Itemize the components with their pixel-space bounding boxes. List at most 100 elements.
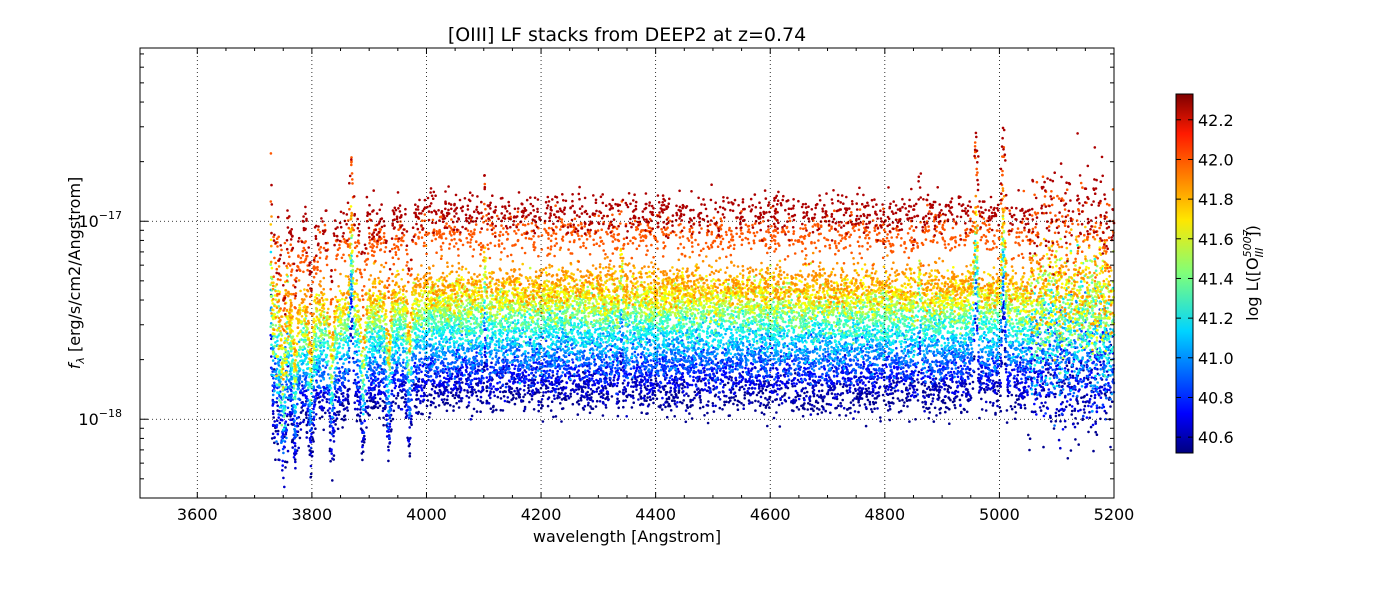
data-point (783, 375, 787, 378)
data-point (848, 386, 852, 390)
data-point (362, 431, 366, 435)
data-point (331, 429, 335, 433)
data-point (475, 351, 478, 354)
data-point (1060, 412, 1064, 416)
data-point (732, 402, 735, 406)
data-point (650, 387, 653, 391)
data-point (422, 394, 425, 398)
data-point (512, 382, 515, 385)
data-point (614, 366, 617, 370)
data-point (374, 384, 378, 387)
data-point (960, 393, 964, 397)
data-point (299, 389, 303, 392)
data-point (891, 379, 895, 382)
data-point (1003, 317, 1007, 320)
data-point (742, 387, 746, 391)
data-point (664, 365, 668, 369)
data-point (754, 399, 757, 403)
data-point (855, 396, 859, 400)
data-point (937, 393, 940, 397)
data-point (917, 381, 920, 384)
data-point (1063, 419, 1067, 423)
data-point (1100, 406, 1104, 410)
data-point (360, 452, 364, 455)
data-point (499, 386, 502, 390)
data-point (286, 406, 290, 410)
data-point (1059, 446, 1062, 450)
data-point (299, 411, 303, 414)
data-point (628, 372, 631, 376)
data-point (830, 381, 833, 385)
data-point (338, 398, 341, 402)
data-point (272, 416, 276, 419)
data-point (579, 385, 583, 389)
data-point (655, 397, 659, 401)
data-point (732, 381, 735, 384)
data-point (312, 407, 315, 411)
data-point (978, 389, 981, 393)
data-point (485, 385, 489, 388)
data-point (1016, 373, 1019, 377)
data-point (640, 389, 643, 393)
data-point (553, 383, 556, 386)
data-point (811, 372, 815, 376)
data-point (749, 392, 753, 396)
data-point (439, 379, 442, 383)
data-point (770, 375, 774, 379)
data-point (1049, 391, 1052, 394)
data-point (953, 399, 956, 403)
data-point (925, 394, 929, 397)
data-point (363, 419, 367, 423)
data-point (601, 400, 605, 404)
data-point (1065, 364, 1069, 368)
data-point (661, 396, 664, 400)
data-point (757, 391, 760, 395)
data-point (661, 386, 665, 389)
data-point (797, 397, 801, 401)
data-point (582, 385, 585, 389)
data-point (654, 380, 658, 383)
data-point (794, 396, 797, 399)
data-point (313, 398, 317, 402)
data-point (467, 383, 470, 387)
data-point (742, 407, 745, 411)
data-point (643, 394, 646, 398)
data-point (749, 369, 753, 372)
data-point (465, 359, 468, 362)
data-point (527, 389, 531, 393)
data-point (367, 414, 371, 417)
data-point (803, 398, 806, 402)
data-point (735, 384, 738, 388)
data-point (1006, 375, 1010, 378)
data-point (362, 441, 366, 444)
data-point (322, 393, 325, 397)
data-point (551, 374, 555, 377)
data-point (420, 370, 423, 374)
data-point (554, 390, 557, 394)
data-point (732, 396, 735, 399)
data-point (624, 390, 628, 393)
data-point (315, 394, 318, 397)
data-point (913, 395, 916, 399)
data-point (864, 387, 868, 391)
data-point (615, 384, 619, 388)
data-point (866, 369, 869, 373)
data-point (390, 389, 394, 393)
data-point (352, 369, 356, 373)
data-point (1000, 362, 1003, 366)
data-point (946, 406, 949, 410)
data-point (1098, 340, 1102, 343)
data-point (984, 366, 987, 370)
data-point (446, 377, 450, 381)
data-point (674, 372, 678, 376)
data-point (986, 388, 989, 392)
data-point (325, 398, 329, 401)
data-point (1053, 395, 1057, 399)
data-point (1081, 400, 1085, 404)
data-point (351, 317, 354, 321)
data-point (276, 419, 279, 423)
data-point (571, 367, 574, 371)
data-point (1004, 350, 1007, 354)
data-point (474, 370, 478, 373)
data-point (758, 374, 761, 378)
